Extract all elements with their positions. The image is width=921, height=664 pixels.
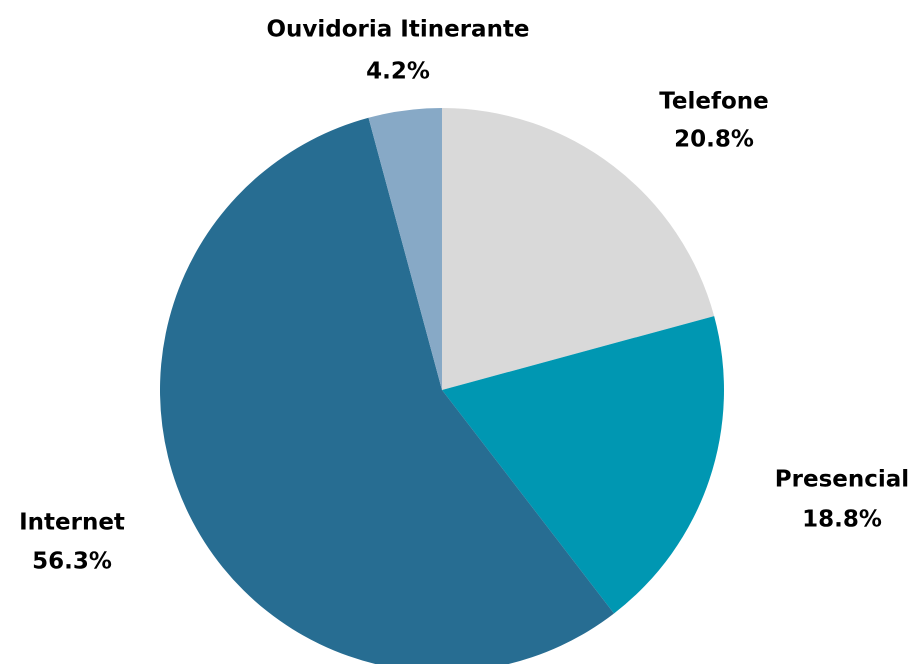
slice-value-label: 4.2% [366, 59, 430, 85]
slice-label: Telefone [659, 89, 769, 115]
pie-slice [442, 108, 715, 390]
slice-value-label: 56.3% [32, 549, 112, 575]
slice-label: Internet [19, 510, 125, 536]
slice-label: Ouvidoria Itinerante [266, 17, 529, 43]
slice-value-label: 20.8% [674, 127, 754, 153]
pie-slice [160, 117, 614, 664]
pie-slice [368, 108, 442, 390]
pie-slice [442, 316, 724, 614]
slice-value-label: 18.8% [802, 507, 882, 533]
slice-label: Presencial [775, 467, 909, 493]
